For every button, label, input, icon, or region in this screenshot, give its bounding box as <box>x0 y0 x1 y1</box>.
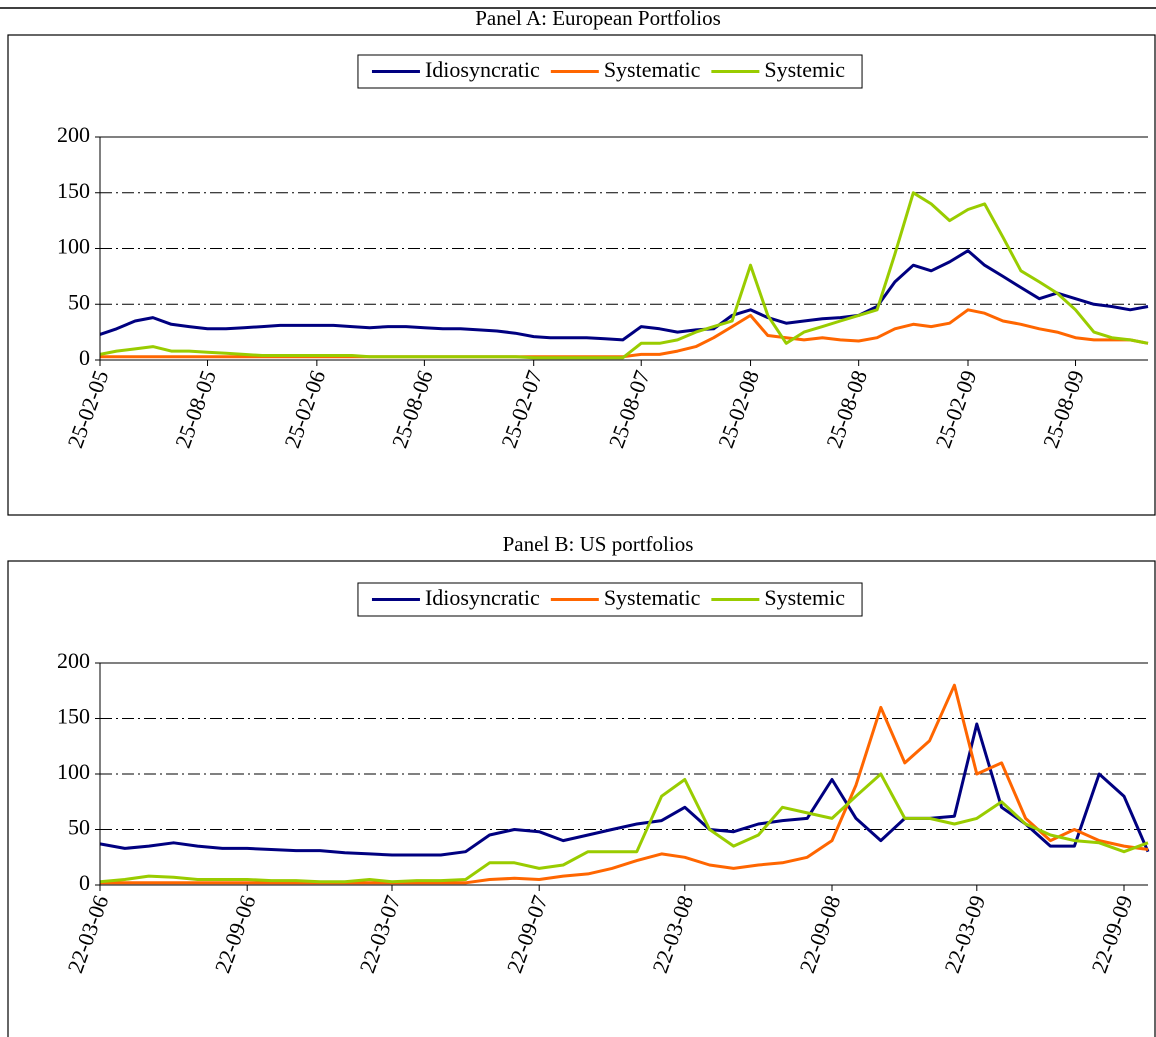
series-line <box>99 722 1150 857</box>
y-tick-label: 50 <box>68 815 90 840</box>
legend-box <box>357 54 863 89</box>
y-tick-label: 200 <box>57 122 90 147</box>
x-tick-label: 22-03-09 <box>939 892 990 976</box>
series-line <box>99 191 1149 360</box>
legend-label: Systematic <box>604 585 701 610</box>
x-tick-label: 22-09-06 <box>210 892 261 976</box>
legend-label: Idiosyncratic <box>425 57 540 82</box>
chart-frame <box>7 560 1156 1037</box>
x-tick-label: 25-08-05 <box>170 367 221 451</box>
x-tick-label: 25-08-09 <box>1038 367 1089 451</box>
x-tick-label: 22-03-07 <box>354 892 405 976</box>
x-tick-label: 25-02-08 <box>713 367 764 451</box>
series-line <box>100 308 1149 359</box>
legend: Idiosyncratic Systematic Systemic <box>357 54 863 89</box>
x-tick-label: 25-02-09 <box>930 367 981 451</box>
y-tick-label: 100 <box>57 759 90 784</box>
series-line <box>100 683 1149 885</box>
x-tick-label: 25-08-07 <box>604 367 655 451</box>
x-tick-label: 25-08-06 <box>387 367 438 451</box>
legend-label: Systematic <box>604 57 701 82</box>
series-line <box>99 249 1149 342</box>
legend-label: Systemic <box>764 57 845 82</box>
x-tick-label: 25-02-06 <box>279 367 330 451</box>
y-tick-label: 0 <box>79 870 90 895</box>
y-tick-label: 200 <box>57 648 90 673</box>
y-tick-label: 150 <box>57 704 90 729</box>
legend-label: Idiosyncratic <box>425 585 540 610</box>
legend-box <box>357 582 863 617</box>
x-tick-label: 22-03-08 <box>647 892 698 976</box>
series-line <box>99 772 1149 884</box>
x-tick-label: 22-03-06 <box>62 892 113 976</box>
y-tick-label: 50 <box>68 289 90 314</box>
y-tick-label: 0 <box>79 345 90 370</box>
x-tick-label: 25-02-05 <box>62 367 113 451</box>
y-tick-label: 100 <box>57 234 90 259</box>
x-tick-label: 22-09-07 <box>502 892 553 976</box>
x-tick-label: 22-09-08 <box>794 892 845 976</box>
panel-title: Panel A: European Portfolios <box>475 6 721 30</box>
legend-label: Systemic <box>764 585 845 610</box>
x-tick-label: 22-09-09 <box>1086 892 1137 976</box>
x-tick-label: 25-08-08 <box>821 367 872 451</box>
x-tick-label: 25-02-07 <box>496 367 547 451</box>
chart-frame <box>7 34 1156 516</box>
panel-title: Panel B: US portfolios <box>503 532 694 556</box>
legend: Idiosyncratic Systematic Systemic <box>357 582 863 617</box>
y-tick-label: 150 <box>57 178 90 203</box>
